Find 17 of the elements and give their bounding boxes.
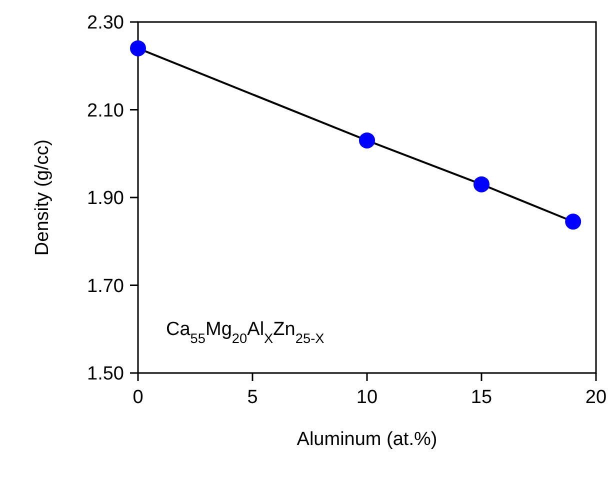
x-tick-label: 0: [132, 387, 144, 408]
point: [474, 176, 490, 192]
point: [130, 40, 146, 56]
y-axis-title: Density (g/cc): [32, 139, 53, 256]
point: [359, 132, 375, 148]
y-tick-label: 2.30: [87, 12, 124, 34]
point: [565, 214, 582, 230]
x-tick-label: 10: [356, 387, 378, 408]
annotation: Ca$_{55}$Mg$_{20}$Al$_{X}$Zn$_{25-X}$: [166, 319, 324, 346]
x-tick-label: 20: [585, 387, 607, 408]
x-axis-title: Aluminum (at.%): [296, 429, 438, 450]
y-tick-label: 1.70: [87, 276, 124, 297]
x-tick-label: 5: [247, 387, 258, 408]
y-tick-label: 1.90: [87, 188, 124, 210]
y-tick-label: 2.10: [87, 100, 124, 122]
x-tick-label: 15: [470, 387, 492, 408]
y-tick-label: 1.50: [87, 364, 124, 385]
